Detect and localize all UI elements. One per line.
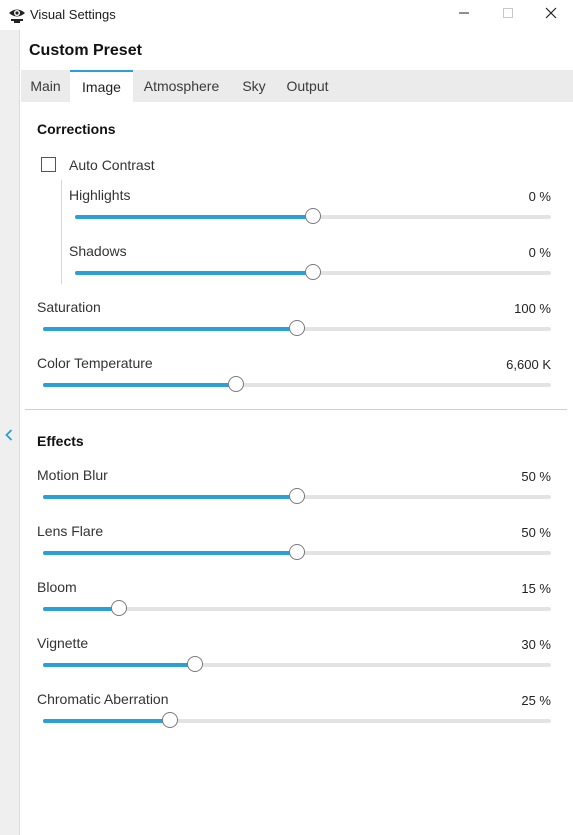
tab-output[interactable]: Output (286, 78, 329, 94)
maximize-button[interactable] (485, 0, 531, 30)
close-icon (545, 6, 557, 24)
chromatic-aberration-slider-fill (43, 719, 170, 723)
preset-title: Custom Preset (29, 42, 142, 59)
chromatic-aberration-slider[interactable] (43, 712, 551, 728)
maximize-icon (502, 6, 514, 24)
auto-contrast-label[interactable]: Auto Contrast (69, 157, 155, 173)
window-title: Visual Settings (30, 7, 116, 22)
bloom-slider-fill (43, 607, 119, 611)
motion-blur-label: Motion Blur (37, 467, 108, 483)
color-temperature-slider[interactable] (43, 376, 551, 392)
vignette-slider-fill (43, 663, 195, 667)
color-temperature-slider-thumb[interactable] (228, 376, 244, 392)
corrections-heading: Corrections (37, 121, 116, 137)
highlights-value: 0 % (528, 189, 551, 204)
lens-flare-label: Lens Flare (37, 523, 104, 539)
bloom-value: 15 % (521, 581, 551, 596)
eye-gear-icon (8, 6, 26, 24)
tab-sky[interactable]: Sky (242, 78, 266, 94)
vignette-label: Vignette (37, 635, 89, 651)
chromatic-aberration-slider-thumb[interactable] (162, 712, 178, 728)
indent-guide (61, 180, 62, 284)
minimize-button[interactable] (441, 0, 487, 30)
collapse-strip[interactable] (0, 30, 20, 835)
shadows-slider[interactable] (75, 264, 551, 280)
saturation-label: Saturation (37, 299, 101, 315)
motion-blur-slider[interactable] (43, 488, 551, 504)
motion-blur-slider-fill (43, 495, 297, 499)
settings-panel: Custom Preset Main Image Atmosphere Sky … (21, 30, 573, 835)
vignette-slider[interactable] (43, 656, 551, 672)
color-temperature-slider-fill (43, 383, 236, 387)
color-temperature-value: 6,600 K (506, 357, 551, 372)
motion-blur-value: 50 % (521, 469, 551, 484)
tab-image[interactable]: Image (70, 70, 133, 102)
saturation-value: 100 % (514, 301, 551, 316)
shadows-label: Shadows (69, 243, 127, 259)
minimize-icon (458, 6, 470, 24)
bloom-slider[interactable] (43, 600, 551, 616)
lens-flare-slider[interactable] (43, 544, 551, 560)
shadows-slider-thumb[interactable] (305, 264, 321, 280)
color-temperature-label: Color Temperature (37, 355, 153, 371)
lens-flare-slider-fill (43, 551, 297, 555)
saturation-slider-fill (43, 327, 297, 331)
shadows-slider-fill (75, 271, 313, 275)
bloom-label: Bloom (37, 579, 77, 595)
bloom-slider-thumb[interactable] (111, 600, 127, 616)
highlights-slider-fill (75, 215, 313, 219)
section-divider (25, 409, 567, 410)
auto-contrast-checkbox[interactable] (41, 157, 56, 172)
vignette-slider-thumb[interactable] (187, 656, 203, 672)
chevron-left-icon[interactable] (4, 428, 14, 447)
tab-atmosphere[interactable]: Atmosphere (143, 78, 220, 94)
tab-bar: Main Image Atmosphere Sky Output (21, 70, 573, 102)
close-button[interactable] (529, 0, 573, 30)
shadows-value: 0 % (528, 245, 551, 260)
effects-heading: Effects (37, 433, 84, 449)
saturation-slider[interactable] (43, 320, 551, 336)
highlights-slider-thumb[interactable] (305, 208, 321, 224)
title-bar: Visual Settings (0, 0, 573, 30)
lens-flare-value: 50 % (521, 525, 551, 540)
lens-flare-slider-thumb[interactable] (289, 544, 305, 560)
motion-blur-slider-thumb[interactable] (289, 488, 305, 504)
saturation-slider-thumb[interactable] (289, 320, 305, 336)
chromatic-aberration-value: 25 % (521, 693, 551, 708)
chromatic-aberration-label: Chromatic Aberration (37, 691, 169, 707)
vignette-value: 30 % (521, 637, 551, 652)
highlights-label: Highlights (69, 187, 131, 203)
tab-main[interactable]: Main (30, 78, 61, 94)
highlights-slider[interactable] (75, 208, 551, 224)
